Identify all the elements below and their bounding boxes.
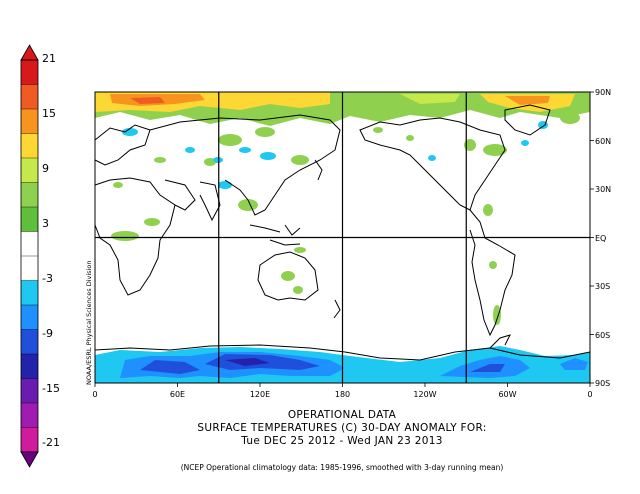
lon-label-0-right: 0 (587, 390, 592, 399)
colorbar-label-neg15: -15 (42, 382, 60, 395)
colorbar-segment (21, 256, 38, 281)
lon-label-60e: 60E (170, 390, 185, 399)
lon-label-180: 180 (335, 390, 350, 399)
colorbar-label-21: 21 (42, 52, 56, 65)
lat-label-90s: 90S (595, 379, 610, 388)
latitude-labels: 90N 60N 30N EQ 30S 60S 90S (595, 88, 611, 388)
colorbar-segment (21, 182, 38, 208)
lat-label-60s: 60S (595, 331, 610, 340)
colorbar-segment (21, 354, 38, 379)
colorbar-top-arrow (20, 44, 39, 61)
lon-label-120w: 120W (413, 390, 436, 399)
colorbar-label-9: 9 (42, 162, 49, 175)
colorbar-label-neg21: -21 (42, 436, 60, 449)
lon-label-120e: 120E (250, 390, 270, 399)
colorbar-segment (21, 378, 38, 404)
longitude-labels: 0 60E 120E 180 120W 60W 0 (92, 390, 592, 399)
coastlines (94, 104, 591, 361)
lat-label-30s: 30S (595, 282, 610, 291)
colorbar-segment (21, 305, 38, 330)
colorbar-label-15: 15 (42, 107, 56, 120)
colorbar-segment (21, 403, 38, 428)
colorbar-segment (21, 84, 38, 110)
midlatitude-anomaly-patches (111, 112, 580, 325)
colorbar-segment (21, 280, 38, 306)
colorbar-segment (21, 231, 38, 257)
title-line-1: OPERATIONAL DATA (288, 409, 397, 421)
colorbar-segment (21, 133, 38, 159)
title-line-2: SURFACE TEMPERATURES (C) 30-DAY ANOMALY … (197, 422, 486, 434)
map-grid (95, 92, 590, 383)
colorbar-bottom-arrow (20, 451, 39, 468)
colorbar-segment (21, 158, 38, 183)
map-title: OPERATIONAL DATA SURFACE TEMPERATURES (C… (197, 409, 486, 447)
side-attribution: NOAA/ESRL Physical Sciences Division (85, 261, 93, 385)
colorbar-segment (21, 427, 38, 453)
colorbar-segment (21, 60, 38, 85)
lat-label-eq: EQ (595, 234, 606, 243)
colorbar-label-3: 3 (42, 217, 49, 230)
colorbar-label-neg9: -9 (42, 327, 53, 340)
colorbar-segment (21, 329, 38, 355)
map-area (94, 91, 591, 384)
climatology-footnote: (NCEP Operational climatology data: 1985… (181, 463, 504, 472)
lon-label-0-left: 0 (92, 390, 97, 399)
lon-label-60w: 60W (498, 390, 516, 399)
colorbar: 21 15 9 3 -3 -9 -15 -21 (20, 44, 60, 468)
colorbar-segment (21, 109, 38, 134)
lat-label-60n: 60N (595, 137, 611, 146)
colorbar-label-neg3: -3 (42, 272, 53, 285)
map-ticks (94, 91, 594, 387)
title-line-3: Tue DEC 25 2012 - Wed JAN 23 2013 (240, 435, 442, 447)
lat-label-90n: 90N (595, 88, 611, 97)
lat-label-30n: 30N (595, 185, 611, 194)
colorbar-segment (21, 207, 38, 232)
